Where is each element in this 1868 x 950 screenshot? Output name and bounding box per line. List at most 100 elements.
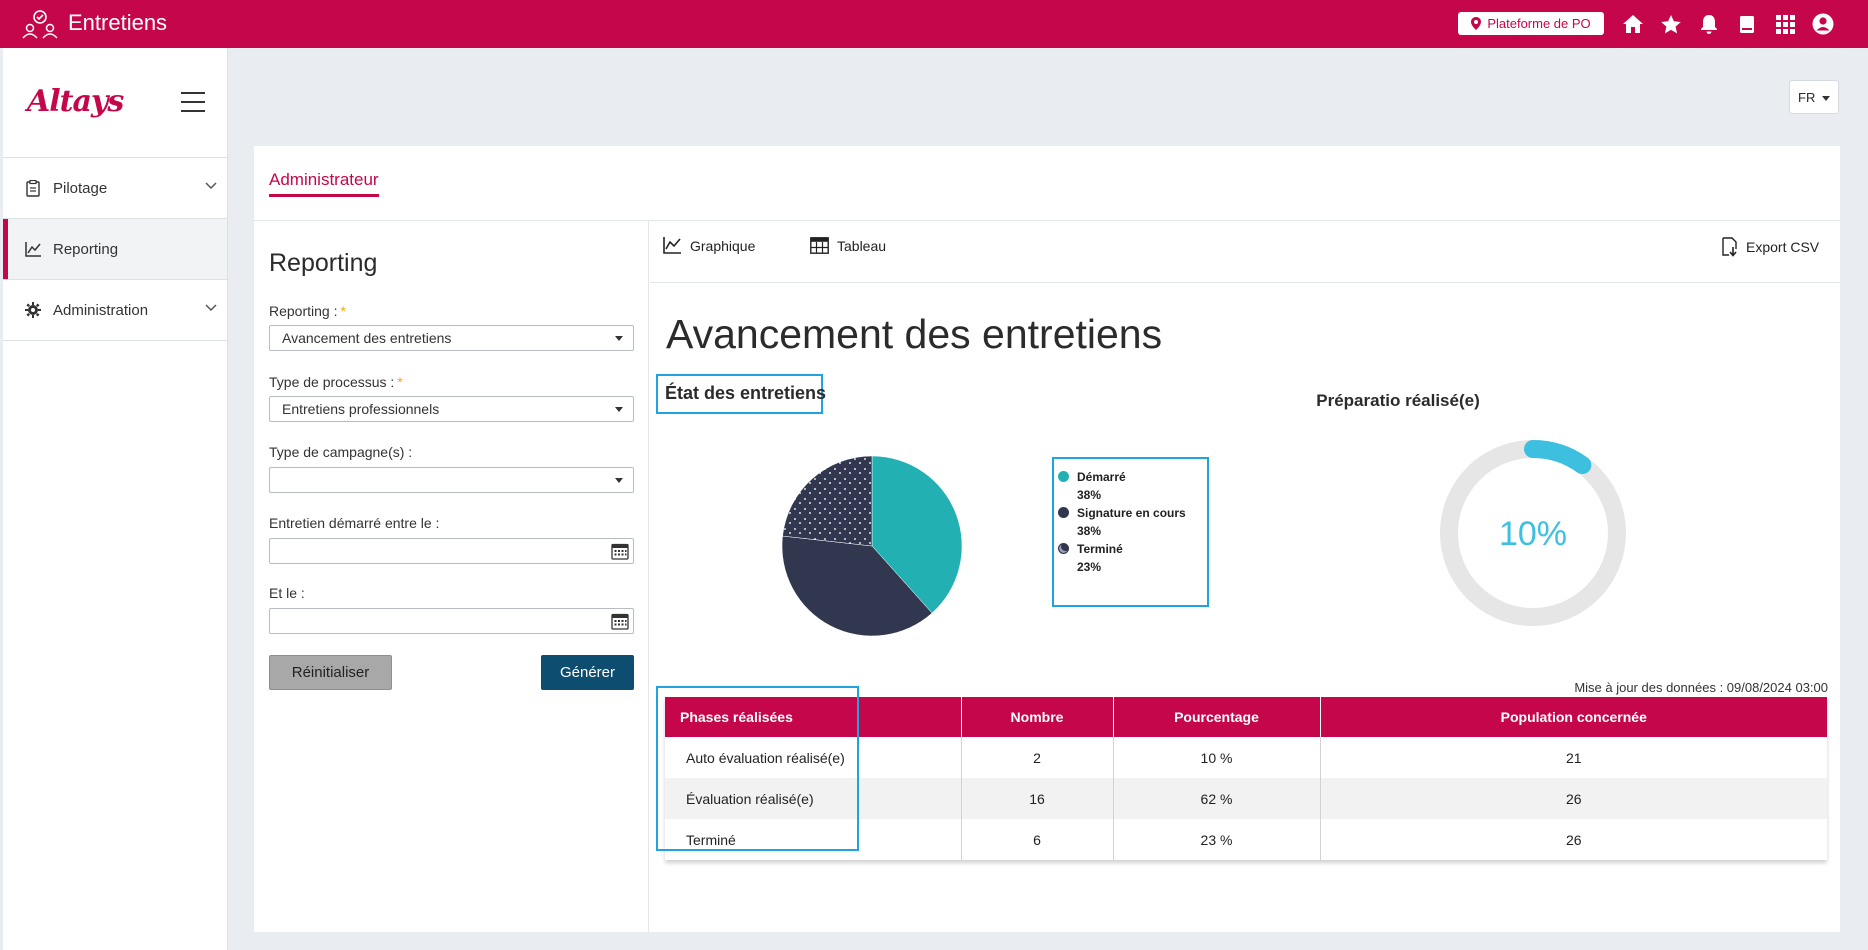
legend-label: Signature en cours <box>1077 506 1186 520</box>
column-header[interactable]: Nombre <box>961 697 1114 737</box>
report-title: Avancement des entretiens <box>666 311 1163 357</box>
table-cell: 16 <box>961 778 1114 819</box>
sidebar-item-pilotage[interactable]: Pilotage <box>3 158 227 219</box>
sidebar-item-label: Administration <box>53 301 149 319</box>
column-header[interactable]: Pourcentage <box>1113 697 1321 737</box>
table-row: Terminé 6 23 % 26 <box>665 819 1827 860</box>
pie-slice-1[interactable] <box>781 535 933 637</box>
highlight-box <box>656 686 859 851</box>
reset-button[interactable]: Réinitialiser <box>269 655 392 690</box>
table-cell: 23 % <box>1113 819 1321 860</box>
legend-swatch <box>1058 543 1069 554</box>
logo-area: Altays <box>3 48 227 158</box>
caret-down-icon <box>615 478 623 483</box>
legend-value: 23% <box>1077 560 1102 574</box>
table-cell: 6 <box>961 819 1114 860</box>
campaign-label: Type de campagne(s) : <box>269 444 413 460</box>
language-value: FR <box>1798 89 1816 105</box>
platform-button-label: Plateforme de PO <box>1487 16 1591 31</box>
card-header: Administrateur <box>254 146 1840 221</box>
legend-item-signature: Signature en cours 38% <box>1058 504 1186 540</box>
table-cell: Évaluation réalisé(e) <box>665 778 962 819</box>
legend-item-demarre: Démarré 38% <box>1058 468 1186 504</box>
table-cell: 62 % <box>1113 778 1321 819</box>
app-title: Entretiens <box>68 10 168 35</box>
caret-down-icon <box>1822 96 1830 101</box>
calendar-icon[interactable] <box>611 612 629 630</box>
bell-icon[interactable] <box>1696 10 1722 38</box>
progress-donut-chart: 10% <box>1440 440 1626 626</box>
status-pie-chart <box>781 455 963 637</box>
phases-table: Phases réalisées Nombre Pourcentage Popu… <box>665 697 1827 860</box>
highlight-box <box>656 374 823 414</box>
file-download-icon <box>1722 237 1737 257</box>
reporting-select[interactable]: Avancement des entretiens <box>269 325 634 351</box>
caret-down-icon <box>615 336 623 341</box>
table-row: Évaluation réalisé(e) 16 62 % 26 <box>665 778 1827 819</box>
column-header[interactable]: Population concernée <box>1320 697 1827 737</box>
table-cell: 26 <box>1565 831 1582 848</box>
clipboard-icon <box>23 178 43 198</box>
line-chart-icon <box>23 239 43 259</box>
legend-swatch <box>1058 507 1069 518</box>
table-cell: 2 <box>961 737 1114 778</box>
book-icon[interactable] <box>1734 10 1760 38</box>
update-timestamp: Mise à jour des données : 09/08/2024 03:… <box>1574 680 1828 695</box>
reporting-select-value: Avancement des entretiens <box>282 330 452 346</box>
pie-slice-2[interactable] <box>782 455 873 547</box>
report-panel: Graphique Tableau Export CSV Avancement … <box>650 221 1840 932</box>
sidebar: Altays Pilotage Reporting Administration <box>3 48 228 950</box>
reporting-label: Reporting : * <box>269 303 346 319</box>
end-date-label: Et le : <box>269 585 305 601</box>
process-select[interactable]: Entretiens professionnels <box>269 396 634 422</box>
star-icon[interactable] <box>1658 10 1684 38</box>
apps-grid-icon[interactable] <box>1772 10 1798 38</box>
export-csv-button[interactable]: Export CSV <box>1722 237 1819 257</box>
report-toolbar: Graphique Tableau Export CSV <box>650 221 1840 283</box>
table-icon <box>810 237 829 254</box>
chevron-down-icon <box>205 304 217 312</box>
table-view-label: Tableau <box>837 237 887 254</box>
generate-button[interactable]: Générer <box>541 655 634 690</box>
sidebar-item-administration[interactable]: Administration <box>3 280 227 341</box>
donut-value: 10% <box>1499 515 1567 553</box>
tab-administrateur[interactable]: Administrateur <box>269 170 379 197</box>
language-select[interactable]: FR <box>1789 80 1839 114</box>
pie-chart-title: État des entretiens <box>665 383 827 403</box>
highlight-box <box>1052 457 1209 607</box>
chevron-down-icon <box>205 182 217 190</box>
platform-button[interactable]: Plateforme de PO <box>1458 12 1604 35</box>
chart-view-button[interactable]: Graphique <box>663 237 755 254</box>
column-header[interactable]: Phases réalisées <box>665 697 962 737</box>
sidebar-item-reporting[interactable]: Reporting <box>3 219 227 280</box>
form-title: Reporting <box>269 249 378 277</box>
table-cell: 21 <box>1565 749 1582 766</box>
sidebar-item-label: Pilotage <box>53 179 108 197</box>
menu-toggle-icon[interactable] <box>181 92 205 112</box>
start-date-input[interactable] <box>269 538 634 564</box>
campaign-select[interactable] <box>269 467 634 493</box>
process-select-value: Entretiens professionnels <box>282 401 440 417</box>
top-bar: Entretiens Plateforme de PO <box>0 0 1868 48</box>
line-chart-icon <box>663 237 681 254</box>
sidebar-item-label: Reporting <box>53 240 119 258</box>
export-csv-label: Export CSV <box>1746 239 1820 255</box>
legend-label: Démarré <box>1077 470 1126 484</box>
gear-icon <box>23 300 43 320</box>
legend-item-termine: Terminé 23% <box>1058 540 1186 576</box>
legend-label: Terminé <box>1077 542 1123 556</box>
chart-view-label: Graphique <box>690 237 756 254</box>
process-label: Type de processus : * <box>269 374 403 390</box>
table-cell: 10 % <box>1113 737 1321 778</box>
caret-down-icon <box>615 407 623 412</box>
pie-legend: Démarré 38% Signature en cours 38% Terminé… <box>1058 468 1186 576</box>
account-icon[interactable] <box>1810 10 1836 38</box>
pie-slice-0[interactable] <box>871 455 963 614</box>
donut-chart-title: Préparatio réalisé(e) <box>1316 391 1480 410</box>
end-date-input[interactable] <box>269 608 634 634</box>
calendar-icon[interactable] <box>611 542 629 560</box>
company-logo[interactable]: Altays <box>27 84 124 119</box>
home-icon[interactable] <box>1620 10 1646 38</box>
table-view-button[interactable]: Tableau <box>810 237 886 254</box>
table-cell: Auto évaluation réalisé(e) <box>665 737 962 778</box>
